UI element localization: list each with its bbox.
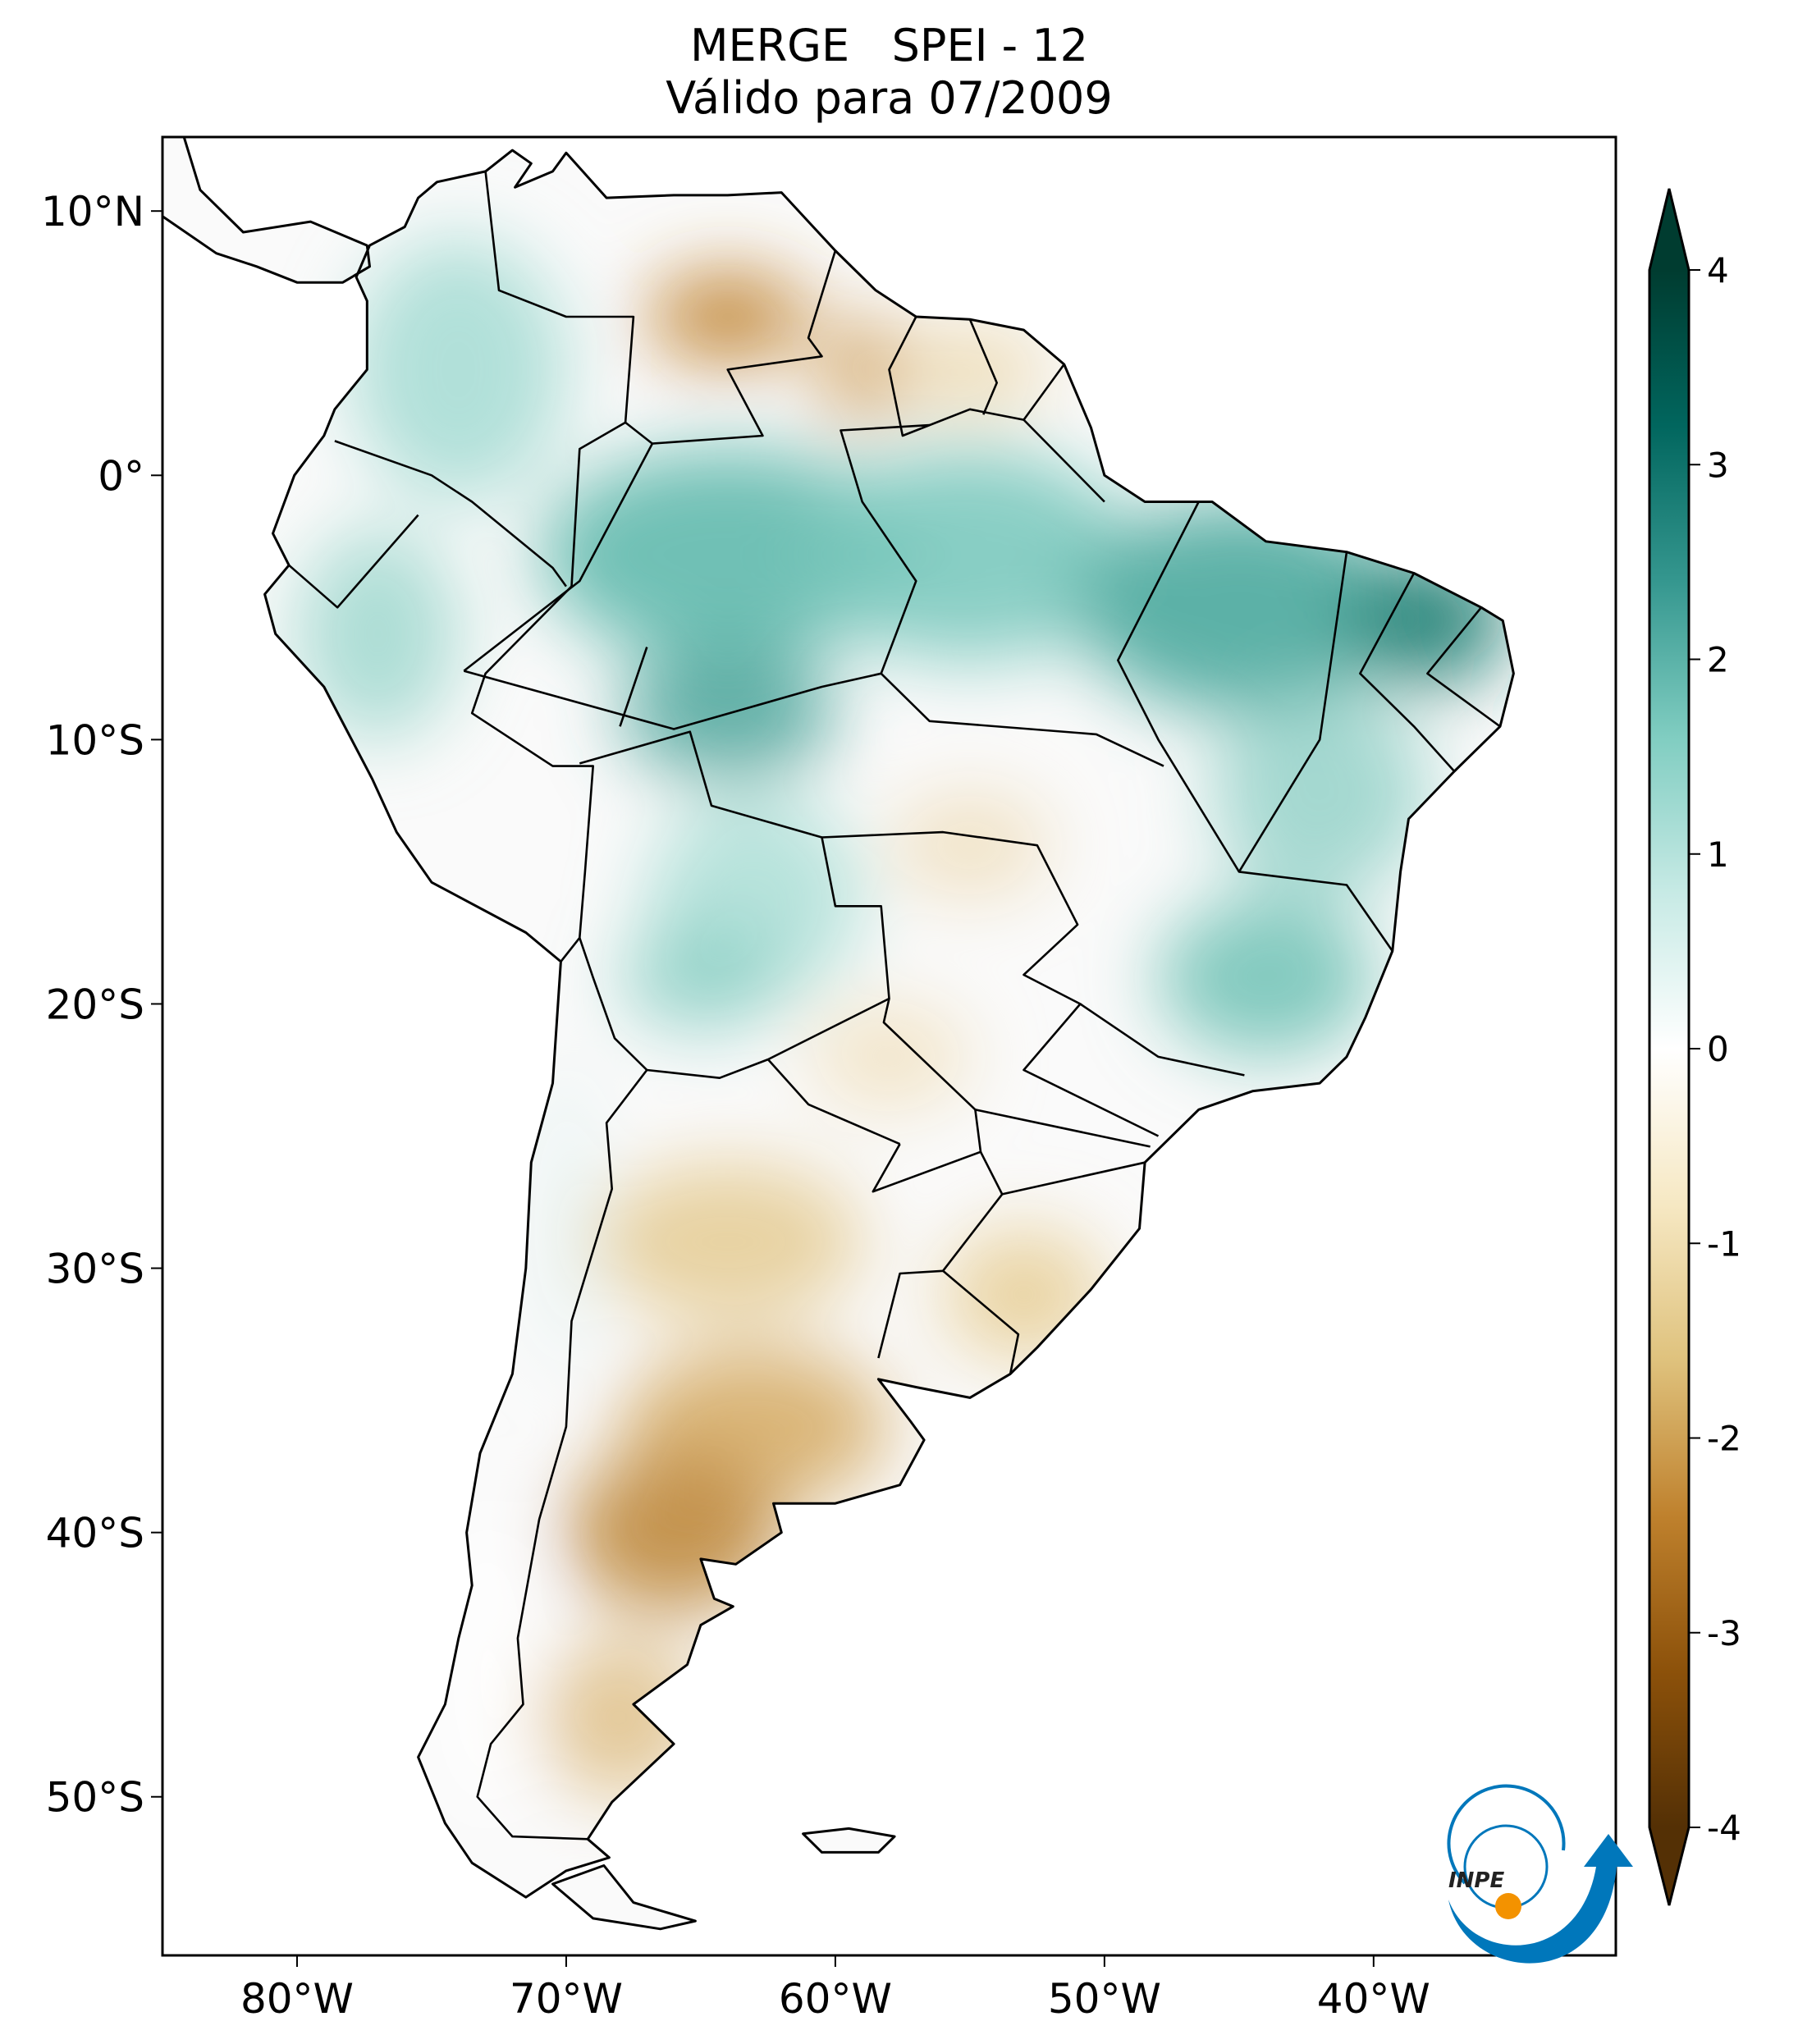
country-state-border xyxy=(476,1069,648,1841)
x-tick-label: 80°W xyxy=(240,1975,354,2023)
anomaly-patch xyxy=(647,272,809,362)
logo-text: INPE xyxy=(1448,1868,1504,1893)
anomaly-patch xyxy=(620,924,782,1031)
x-tick-label: 40°W xyxy=(1317,1975,1430,2023)
anomaly-patch xyxy=(296,528,459,740)
y-tick-label: 40°S xyxy=(46,1510,144,1557)
anomaly-patch xyxy=(1077,501,1401,714)
country-state-border xyxy=(463,442,654,672)
x-axis: 80°W 70°W 60°W 50°W 40°W xyxy=(240,1955,1430,2023)
colorbar-tick-label: 0 xyxy=(1707,1029,1729,1069)
anomaly-patch xyxy=(592,1162,862,1321)
anomaly-patch xyxy=(889,330,1051,409)
inpe-logo: INPE xyxy=(1447,1784,1633,1964)
y-tick-label: 10°N xyxy=(41,188,144,235)
country-state-border xyxy=(766,1059,901,1145)
anomaly-patch xyxy=(539,449,917,661)
colorbar-tick-label: 1 xyxy=(1707,835,1729,875)
central-america-coastline xyxy=(161,135,371,284)
country-state-border xyxy=(975,1109,1151,1148)
falklands-coastline xyxy=(802,1827,896,1854)
y-tick-label: 20°S xyxy=(46,981,144,1028)
country-state-border xyxy=(888,316,1065,437)
colorbar-tick-label: -2 xyxy=(1707,1419,1741,1459)
country-state-border xyxy=(470,585,594,963)
colorbar-tick-label: -3 xyxy=(1707,1613,1741,1653)
country-state-border xyxy=(334,440,567,588)
y-axis: 10°N 0° 10°S 20°S 30°S 40°S 50°S xyxy=(41,188,162,1822)
colorbar: 4 3 2 1 0 -1 -2 -3 -4 xyxy=(1648,188,1741,1906)
anomaly-patch xyxy=(1212,686,1428,899)
country-state-border xyxy=(1359,572,1456,772)
colorbar-body xyxy=(1649,270,1689,1827)
plot-frame xyxy=(161,135,1617,1957)
country-state-border xyxy=(1001,1161,1146,1196)
country-state-border xyxy=(968,318,998,415)
y-tick-label: 10°S xyxy=(46,716,144,764)
country-state-border xyxy=(1117,501,1241,873)
colorbar-tick-label: 2 xyxy=(1707,640,1729,680)
anomaly-patch xyxy=(539,1638,701,1797)
anomaly-patch xyxy=(445,1506,526,1823)
x-tick-label: 70°W xyxy=(510,1975,623,2023)
anomaly-patch xyxy=(821,317,903,423)
colorbar-tick-label: -1 xyxy=(1707,1223,1741,1264)
country-state-border xyxy=(484,171,635,587)
anomaly-patch xyxy=(943,1228,1105,1361)
country-state-border xyxy=(942,1269,1020,1374)
anomaly-patch xyxy=(350,237,566,502)
anomaly-patch xyxy=(565,1453,782,1612)
country-state-border xyxy=(840,423,930,674)
x-tick-label: 50°W xyxy=(1048,1975,1161,2023)
anomaly-patch xyxy=(808,449,1132,661)
country-state-border xyxy=(821,830,1245,1077)
country-state-border xyxy=(872,998,982,1193)
anomaly-patch xyxy=(808,1004,970,1110)
country-state-border xyxy=(1023,1003,1160,1137)
y-tick-label: 0° xyxy=(98,452,144,500)
y-tick-label: 50°S xyxy=(46,1774,144,1822)
colorbar-tick-label: -4 xyxy=(1707,1808,1741,1848)
country-state-border xyxy=(619,647,648,727)
country-state-border xyxy=(1023,418,1105,503)
map-title: MERGE SPEI - 12 xyxy=(689,20,1089,71)
anomaly-patch xyxy=(889,792,1051,899)
colorbar-extend-min xyxy=(1649,1827,1689,1905)
anomaly-patch xyxy=(1347,554,1508,687)
spei-field xyxy=(162,137,1514,1929)
coastlines-and-borders xyxy=(161,135,1515,1931)
tierra-del-fuego-coastline xyxy=(551,1864,697,1931)
x-tick-label: 60°W xyxy=(779,1975,892,2023)
country-state-border xyxy=(288,514,419,609)
colorbar-extend-max xyxy=(1649,189,1689,270)
colorbar-tick-label: 3 xyxy=(1707,445,1729,485)
country-state-border xyxy=(1238,551,1393,952)
y-tick-label: 30°S xyxy=(46,1246,144,1293)
anomaly-patch xyxy=(1158,898,1374,1057)
country-state-border xyxy=(1426,606,1501,728)
colorbar-tick-label: 4 xyxy=(1707,250,1729,290)
map-subtitle: Válido para 07/2009 xyxy=(666,72,1113,124)
